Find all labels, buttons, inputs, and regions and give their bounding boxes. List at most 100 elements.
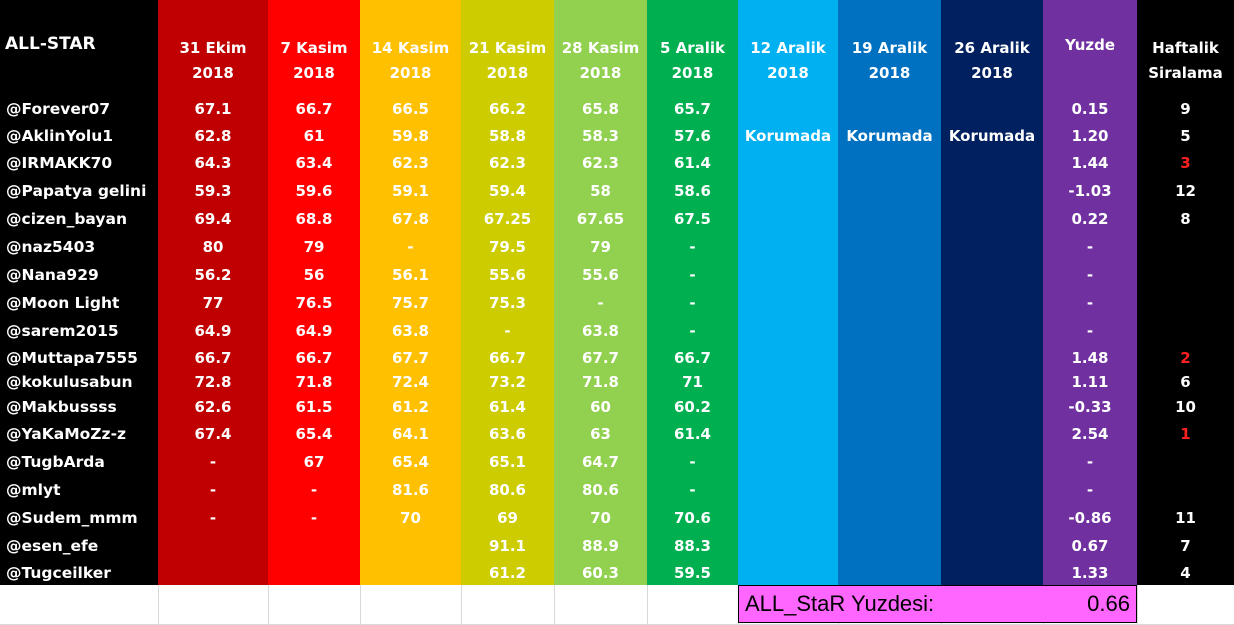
header-line2: 2018 (971, 64, 1013, 82)
protected-label: Korumada (744, 126, 832, 145)
row-name: @cizen_bayan (6, 210, 127, 228)
row-value: 56 (303, 266, 325, 284)
row-value: 61.4 (673, 425, 711, 443)
row-rank: 5 (1180, 126, 1191, 145)
row-yuzde: 1.20 (1071, 126, 1109, 145)
row-value: 57.6 (673, 126, 711, 145)
row-value: 73.2 (488, 373, 526, 391)
row-rank: 8 (1180, 210, 1191, 228)
row-value: 70 (590, 509, 611, 527)
row-value: 66.7 (295, 99, 333, 118)
row-yuzde: - (1086, 322, 1094, 340)
row-yuzde: 1.44 (1071, 154, 1109, 172)
row-name: @Sudem_mmm (6, 509, 138, 527)
row-rank: 3 (1180, 154, 1191, 172)
row-yuzde: - (1086, 453, 1094, 471)
row-value: 63.8 (581, 322, 619, 340)
row-rank: 6 (1180, 373, 1191, 391)
row-name: @naz5403 (6, 238, 96, 256)
row-value: 67.8 (391, 210, 429, 228)
row-yuzde: 0.67 (1071, 537, 1109, 555)
sheet-title: ALL-STAR (5, 34, 96, 54)
header-line2: 2018 (868, 64, 911, 82)
grid-line (647, 585, 648, 625)
row-rank: 10 (1175, 398, 1196, 416)
header-line2: Siralama (1148, 64, 1223, 82)
row-value: 58.8 (488, 126, 526, 145)
header-c3: 14 Kasim 2018 (360, 36, 461, 86)
header-line1: 28 Kasim (561, 39, 640, 57)
row-value: 64.9 (295, 322, 333, 340)
grid-line (360, 585, 361, 625)
row-yuzde: - (1086, 238, 1094, 256)
row-value: 59.6 (295, 182, 333, 200)
row-value: 58.6 (673, 182, 711, 200)
row-value: 79 (303, 238, 325, 256)
row-value: 62.6 (194, 398, 232, 416)
row-value: 62.3 (391, 154, 429, 172)
row-value: 71.8 (295, 373, 333, 391)
row-yuzde: - (1086, 266, 1094, 284)
row-value: 91.1 (488, 537, 526, 555)
row-name: @IRMAKK70 (6, 154, 113, 172)
header-line2: 2018 (767, 64, 809, 82)
header-line1: 19 Aralik (851, 39, 928, 57)
row-value: - (310, 509, 318, 527)
row-value: - (597, 294, 604, 312)
row-value: 70.6 (673, 509, 711, 527)
column-c6 (647, 0, 738, 585)
row-value: 80.6 (581, 481, 619, 499)
header-line1: 12 Aralik (750, 39, 826, 57)
row-value: 66.7 (295, 348, 333, 367)
row-value: 67 (303, 453, 325, 471)
header-line2: 2018 (486, 64, 529, 82)
column-c3 (360, 0, 461, 585)
row-value: 79 (590, 238, 611, 256)
row-value: 65.8 (581, 99, 619, 118)
header-line2: 2018 (389, 64, 432, 82)
row-value: 61.2 (488, 563, 526, 582)
row-value: 77 (202, 294, 224, 312)
header-line1: 26 Aralik (954, 39, 1030, 57)
header-rank: Haftalik Siralama (1137, 36, 1234, 86)
protected-label: Korumada (846, 126, 933, 145)
header-c8: 19 Aralik 2018 (838, 36, 941, 86)
row-value: - (209, 509, 217, 527)
row-value: 62.8 (194, 126, 232, 145)
grid-line (1137, 585, 1138, 625)
row-value: 72.8 (194, 373, 232, 391)
row-name: @Moon Light (6, 294, 120, 312)
row-value: 66.5 (391, 99, 429, 118)
row-value: 67.7 (581, 348, 619, 367)
row-yuzde: - (1086, 294, 1094, 312)
column-c5 (554, 0, 647, 585)
column-c7 (738, 0, 838, 585)
row-name: @mlyt (6, 481, 61, 499)
row-yuzde: 1.11 (1071, 373, 1109, 391)
column-c9 (941, 0, 1043, 585)
row-name: @Papatya gelini (6, 182, 147, 200)
header-line2: 2018 (579, 64, 622, 82)
row-value: 88.9 (581, 537, 619, 555)
row-name: @esen_efe (6, 537, 99, 555)
header-line2: 2018 (671, 64, 714, 82)
row-value: 59.8 (391, 126, 429, 145)
row-name: @Nana929 (6, 266, 99, 284)
row-yuzde: 1.48 (1071, 348, 1109, 367)
header-line1: 14 Kasim (371, 39, 450, 57)
header-c7: 12 Aralik 2018 (738, 36, 838, 86)
row-value: 63.4 (295, 154, 333, 172)
row-value: 68.8 (295, 210, 333, 228)
row-name: @YaKaMoZz-z (6, 425, 127, 443)
header-c6: 5 Aralik 2018 (647, 36, 738, 86)
row-rank: 11 (1175, 509, 1196, 527)
row-value: 70 (400, 509, 421, 527)
row-value: 64.9 (194, 322, 232, 340)
column-c8 (838, 0, 941, 585)
row-value: 66.7 (673, 348, 711, 367)
row-value: 62.3 (581, 154, 619, 172)
row-value: 64.7 (581, 453, 619, 471)
row-name: @sarem2015 (6, 322, 119, 340)
row-value: - (209, 481, 217, 499)
row-value: 61.4 (488, 398, 526, 416)
